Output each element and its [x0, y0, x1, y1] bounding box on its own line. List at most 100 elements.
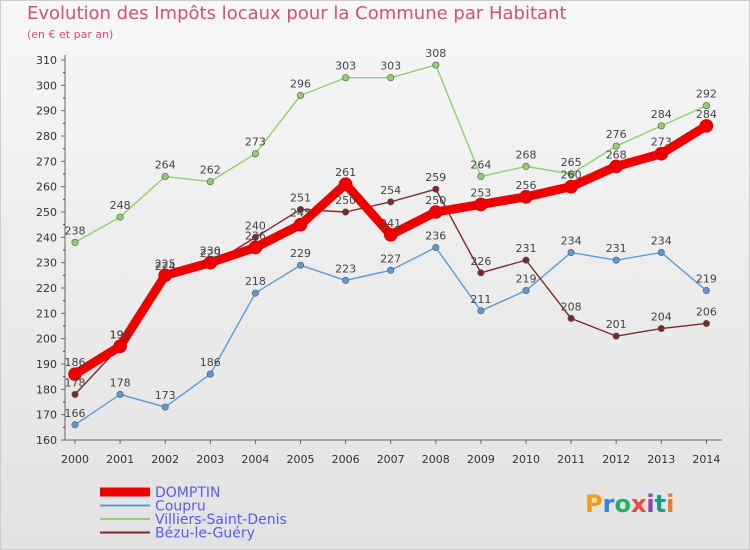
data-point-coupru: [612, 256, 620, 264]
data-point-villiers-saint-denis: [432, 61, 440, 69]
x-tick-label: 2007: [377, 453, 405, 466]
data-label-villiers-saint-denis: 265: [561, 156, 582, 169]
data-point-coupru: [116, 390, 124, 398]
data-label-villiers-saint-denis: 264: [470, 159, 491, 172]
data-point-coupru: [71, 421, 79, 429]
data-point-villiers-saint-denis: [612, 142, 620, 150]
data-point-coupru: [432, 243, 440, 251]
data-label-coupru: 231: [606, 242, 627, 255]
data-label-coupru: 178: [110, 376, 131, 389]
data-label-coupru: 223: [335, 262, 356, 275]
data-label-domptin: 241: [380, 217, 401, 230]
data-label-villiers-saint-denis: 303: [335, 60, 356, 73]
y-tick-label: 280: [36, 130, 57, 143]
y-tick-label: 220: [36, 282, 57, 295]
y-tick-label: 300: [36, 79, 57, 92]
data-point-domptin: [609, 159, 624, 174]
y-tick-label: 250: [36, 206, 57, 219]
data-label-bezu-le-guery: 229: [200, 247, 221, 260]
x-tick-label: 2002: [151, 453, 179, 466]
data-label-bezu-le-guery: 208: [561, 300, 582, 313]
data-label-domptin: 236: [245, 229, 266, 242]
x-tick-label: 2008: [422, 453, 450, 466]
data-label-bezu-le-guery: 231: [516, 242, 537, 255]
data-label-villiers-saint-denis: 292: [696, 88, 717, 101]
data-label-coupru: 227: [380, 252, 401, 265]
legend-label: Villiers-Saint-Denis: [155, 512, 287, 528]
data-label-coupru: 186: [200, 356, 221, 369]
y-tick-label: 210: [36, 307, 57, 320]
data-label-coupru: 218: [245, 275, 266, 288]
data-label-villiers-saint-denis: 268: [516, 148, 537, 161]
x-tick-label: 2013: [647, 453, 675, 466]
logo-letter: x: [630, 490, 647, 518]
data-point-villiers-saint-denis: [71, 238, 79, 246]
data-point-domptin: [428, 205, 443, 219]
data-label-bezu-le-guery: 197: [110, 328, 131, 341]
data-point-coupru: [522, 287, 530, 295]
y-tick-label: 230: [36, 257, 57, 270]
data-point-bezu-le-guery: [657, 325, 665, 333]
y-tick-label: 170: [36, 409, 57, 422]
data-label-villiers-saint-denis: 238: [65, 224, 86, 237]
legend-label: DOMPTIN: [155, 485, 220, 501]
y-tick-label: 240: [36, 231, 57, 244]
data-label-coupru: 211: [470, 293, 491, 306]
data-point-coupru: [387, 266, 395, 274]
data-point-villiers-saint-denis: [161, 173, 169, 181]
data-label-bezu-le-guery: 204: [651, 311, 672, 324]
data-label-villiers-saint-denis: 303: [380, 60, 401, 73]
data-point-villiers-saint-denis: [657, 122, 665, 130]
data-point-villiers-saint-denis: [477, 173, 485, 181]
y-tick-label: 160: [36, 434, 57, 447]
data-point-domptin: [203, 255, 218, 270]
data-label-villiers-saint-denis: 262: [200, 164, 221, 177]
data-label-domptin: 245: [290, 207, 311, 220]
data-label-domptin: 268: [606, 148, 627, 161]
logo-letter: i: [646, 490, 655, 518]
data-label-domptin: 260: [561, 169, 582, 182]
legend-label: Bézu-le-Guéry: [155, 526, 255, 542]
data-label-bezu-le-guery: 254: [380, 184, 401, 197]
data-label-villiers-saint-denis: 248: [110, 199, 131, 212]
data-label-villiers-saint-denis: 296: [290, 77, 311, 90]
data-point-domptin: [519, 190, 533, 204]
data-label-domptin: 253: [470, 186, 491, 199]
data-point-villiers-saint-denis: [342, 74, 350, 82]
x-tick-label: 2011: [557, 453, 585, 466]
data-label-domptin: 256: [516, 179, 537, 192]
logo-letter: i: [666, 490, 675, 518]
y-tick-label: 290: [36, 105, 57, 118]
data-label-villiers-saint-denis: 273: [245, 136, 266, 149]
data-label-domptin: 186: [65, 356, 86, 369]
logo-letter: r: [602, 490, 615, 518]
data-point-coupru: [161, 403, 169, 411]
data-label-bezu-le-guery: 250: [335, 194, 356, 207]
data-point-coupru: [477, 307, 485, 315]
data-label-domptin: 197: [110, 328, 131, 341]
data-label-bezu-le-guery: 201: [606, 318, 627, 331]
data-label-bezu-le-guery: 240: [245, 219, 266, 232]
data-point-bezu-le-guery: [342, 208, 350, 216]
data-point-coupru: [296, 261, 304, 269]
data-point-domptin: [383, 228, 398, 242]
data-point-coupru: [657, 249, 665, 257]
data-point-bezu-le-guery: [432, 185, 440, 193]
data-point-coupru: [251, 289, 259, 297]
data-label-coupru: 229: [290, 247, 311, 260]
data-point-bezu-le-guery: [567, 314, 575, 322]
data-point-domptin: [68, 367, 82, 381]
data-label-bezu-le-guery: 251: [290, 191, 311, 204]
data-point-domptin: [338, 177, 353, 191]
data-point-domptin: [113, 339, 127, 354]
data-point-bezu-le-guery: [387, 198, 395, 206]
data-label-villiers-saint-denis: 276: [606, 128, 627, 141]
logo-letter: t: [654, 490, 667, 518]
y-tick-label: 260: [36, 181, 57, 194]
data-point-bezu-le-guery: [702, 319, 710, 327]
data-point-villiers-saint-denis: [251, 150, 259, 158]
chart-title: Evolution des Impôts locaux pour la Comm…: [27, 3, 567, 24]
y-tick-label: 310: [36, 54, 57, 67]
data-label-coupru: 234: [651, 235, 672, 248]
